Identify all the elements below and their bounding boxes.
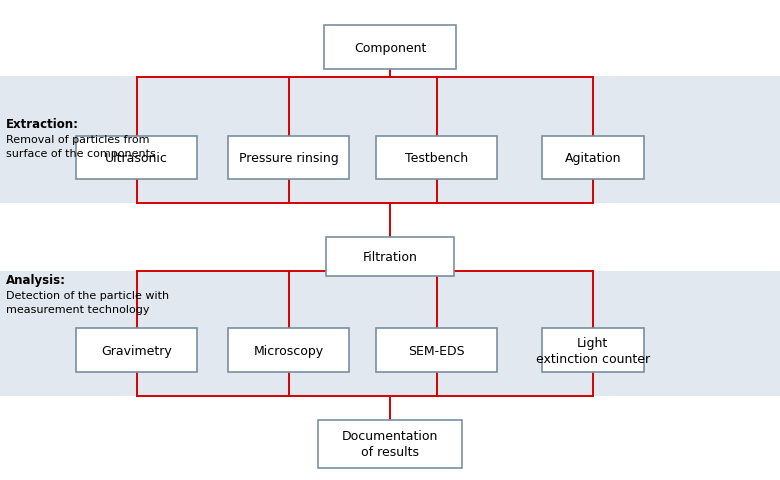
FancyBboxPatch shape <box>228 137 349 180</box>
Text: Pressure rinsing: Pressure rinsing <box>239 152 339 165</box>
Text: Testbench: Testbench <box>406 152 468 165</box>
FancyBboxPatch shape <box>326 237 454 276</box>
Text: Documentation
of results: Documentation of results <box>342 430 438 458</box>
FancyBboxPatch shape <box>76 137 197 180</box>
Text: Removal of particles from
surface of the components: Removal of particles from surface of the… <box>6 134 156 158</box>
Bar <box>0 271 780 396</box>
FancyBboxPatch shape <box>377 137 498 180</box>
Text: Gravimetry: Gravimetry <box>101 344 172 357</box>
Text: Light
extinction counter: Light extinction counter <box>536 336 650 365</box>
Text: Component: Component <box>354 41 426 55</box>
FancyBboxPatch shape <box>228 329 349 372</box>
Text: Agitation: Agitation <box>565 152 621 165</box>
Bar <box>0 77 780 204</box>
Text: Extraction:: Extraction: <box>6 118 80 131</box>
FancyBboxPatch shape <box>377 329 498 372</box>
Text: Analysis:: Analysis: <box>6 274 66 287</box>
FancyBboxPatch shape <box>318 420 462 468</box>
FancyBboxPatch shape <box>542 329 643 372</box>
Text: Microscopy: Microscopy <box>254 344 324 357</box>
Text: Ultrasonic: Ultrasonic <box>105 152 168 165</box>
FancyBboxPatch shape <box>76 329 197 372</box>
Text: Detection of the particle with
measurement technology: Detection of the particle with measureme… <box>6 290 169 314</box>
Text: Filtration: Filtration <box>363 250 417 264</box>
FancyBboxPatch shape <box>542 137 643 180</box>
Text: SEM-EDS: SEM-EDS <box>409 344 465 357</box>
FancyBboxPatch shape <box>324 26 456 70</box>
